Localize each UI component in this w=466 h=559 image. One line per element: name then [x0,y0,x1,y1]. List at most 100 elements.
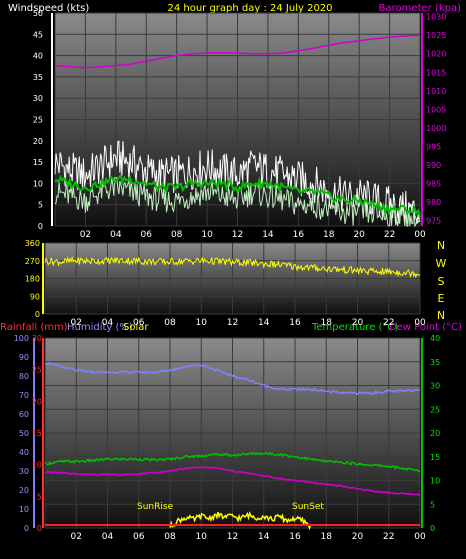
wind-x-tick-label: 04 [110,230,122,240]
direction-y-tick-label: 180 [25,275,40,284]
wind-direction-panel: 0 90 180 270 360 02 04 06 08 10 12 14 16 18 20 22 00 [25,239,426,328]
direction-x-tick-label: 10 [196,318,208,328]
barometer-y-tick-label: 980 [426,198,441,207]
humidity-y-tick-label: 40 [19,448,29,457]
barometer-y-tick-label: 995 [426,142,441,151]
wind-x-tick-label: 22 [384,230,395,240]
temp-x-tick-label: 10 [196,532,208,542]
direction-x-tick-label: 02 [71,318,82,328]
humidity-y-tick-label: 100 [14,334,29,343]
temp-x-tick-label: 16 [289,532,301,542]
direction-x-tick-label: 04 [102,318,114,328]
temp-x-tick-label: 18 [321,532,333,542]
temperature-axis-title: Temperature (°C) [311,322,398,333]
barometer-y-tick-label: 1020 [426,50,446,59]
direction-x-tick-label: 18 [321,318,333,328]
wind-y-tick-label: 50 [33,9,43,18]
temp-x-tick-label: 06 [133,532,145,542]
barometer-y-tick-label: 1010 [426,87,446,96]
temp-x-tick-label: 22 [383,532,394,542]
temp-x-tick-label: 04 [102,532,114,542]
humidity-y-tick-label: 10 [19,505,29,514]
rainfall-y-tick-label: 5 [37,492,42,501]
wind-y-tick-label: 35 [33,73,43,82]
rainfall-y-tick-label: 25 [32,366,42,375]
wind-x-tick-label: 12 [232,230,243,240]
direction-x-tick-label: 22 [383,318,394,328]
wind-x-tick-label: 00 [414,230,426,240]
temperature-y-tick-label: 0 [430,524,435,533]
wind-average-series [54,176,421,228]
windspeed-axis-title: Windspeed (kts) [8,3,89,14]
wind-y-tick-label: 45 [33,30,43,39]
wind-x-tick-label: 08 [171,230,183,240]
dewpoint-series [44,465,421,497]
wind-y-tick-label: 40 [33,52,43,61]
solar-series [169,510,312,531]
barometer-y-tick-label: 975 [426,216,441,225]
direction-letters: N W S E N [436,239,447,322]
wind-x-tick-label: 02 [80,230,91,240]
barometer-y-tick-label: 985 [426,179,441,188]
wind-x-tick-label: 14 [262,230,274,240]
humidity-y-tick-label: 50 [19,429,29,438]
rainfall-y-tick-label: 15 [32,429,42,438]
temperature-humidity-panel: 0102030405060708090100051015202530051015… [14,334,440,542]
rainfall-axis-title: Rainfall (mm) [0,322,68,333]
direction-letter-e: E [438,292,445,305]
barometer-axis-title: Barometer (kpa) [379,3,461,14]
wind-y-tick-label: 20 [33,137,43,146]
rainfall-y-tick-label: 0 [37,524,42,533]
temperature-y-tick-label: 5 [430,500,435,509]
temp-x-tick-label: 12 [227,532,238,542]
wind-trend-series [54,173,421,218]
temp-x-tick-label: 00 [414,532,426,542]
direction-y-tick-label: 90 [30,292,40,301]
temperature-y-tick-label: 25 [430,405,440,414]
wind-x-tick-label: 10 [201,230,213,240]
humidity-y-tick-label: 20 [19,486,29,495]
wind-y-tick-label: 10 [33,179,43,188]
humidity-axis-title: Humidity (%) [67,322,133,333]
wind-y-tick-label: 30 [33,94,43,103]
direction-x-tick-label: 00 [414,318,426,328]
barometer-y-tick-label: 1030 [426,13,446,22]
wind-y-tick-label: 15 [33,158,43,167]
direction-y-tick-label: 360 [25,239,40,248]
temperature-y-tick-label: 40 [430,334,440,343]
solar-axis-title: Solar [123,322,149,333]
barometer-y-tick-label: 1005 [426,105,446,114]
direction-x-tick-label: 16 [289,318,301,328]
humidity-y-tick-label: 70 [19,391,29,400]
barometer-series [54,34,421,69]
temperature-series [44,451,421,473]
humidity-y-tick-label: 90 [19,353,29,362]
direction-x-tick-label: 14 [258,318,270,328]
wind-x-tick-label: 20 [353,230,365,240]
barometer-y-tick-label: 1015 [426,68,446,77]
wind-barometer-panel: 0510152025303540455097598098599099510001… [33,9,447,240]
graph-title: 24 hour graph day : 24 July 2020 [167,3,332,14]
direction-x-tick-label: 06 [133,318,145,328]
sunset-label: SunSet [292,502,324,512]
temperature-y-tick-label: 15 [430,453,440,462]
rainfall-y-tick-label: 30 [32,334,42,343]
temperature-y-tick-label: 35 [430,358,440,367]
temp-x-tick-label: 20 [352,532,364,542]
barometer-y-tick-label: 990 [426,161,441,170]
direction-letter-n-bottom: N [437,309,445,322]
wind-x-tick-label: 06 [141,230,153,240]
wind-gust-series [54,140,421,226]
humidity-y-tick-label: 80 [19,372,29,381]
direction-x-tick-label: 08 [164,318,176,328]
direction-letter-s: S [438,275,445,288]
humidity-series [44,361,421,396]
sunrise-label: SunRise [137,502,174,512]
humidity-y-tick-label: 60 [19,410,29,419]
humidity-y-tick-label: 30 [19,467,29,476]
direction-y-tick-label: 0 [35,310,40,319]
wind-x-tick-label: 16 [293,230,305,240]
direction-letter-n-top: N [437,239,445,252]
